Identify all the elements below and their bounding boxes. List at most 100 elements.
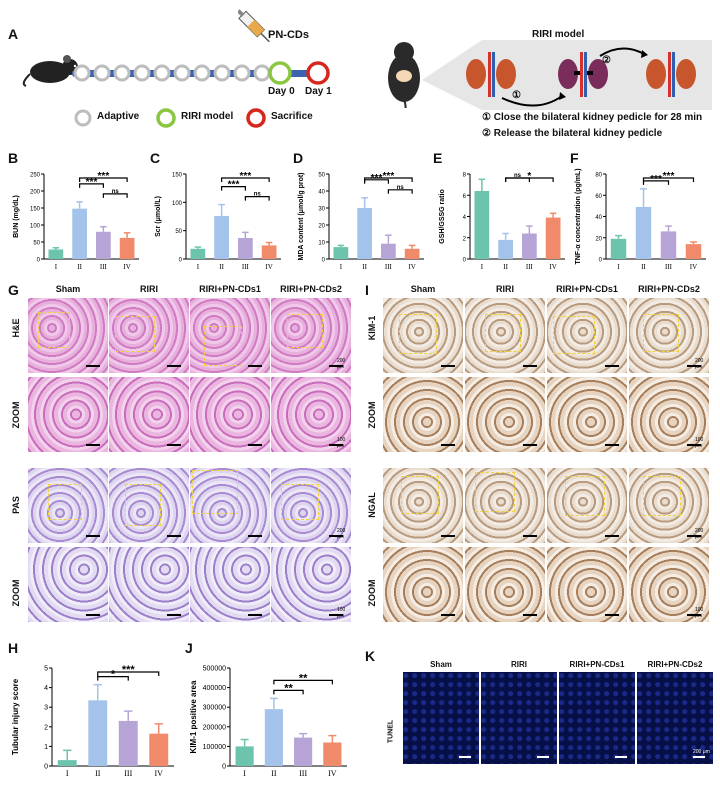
y-tick-label: 8 [463, 173, 467, 179]
row-label-tunel: TUNEL [387, 719, 395, 744]
y-tick-label: 2 [463, 236, 467, 242]
bar-III [294, 737, 313, 766]
y-tick-label: 0 [599, 258, 603, 264]
histology-kim1-ngal-grid: Sham RIRI RIRI+PN-CDs1 RIRI+PN-CDs2 200 … [383, 284, 713, 636]
significance-label: *** [383, 171, 395, 182]
kim1-image-sham [383, 298, 463, 373]
significance-bracket [79, 183, 104, 188]
model-title: RIRI model [532, 29, 585, 40]
kidney-diagram [466, 47, 696, 107]
riri-model-schematic: RIRI model ① ② ① Close the bilateral kid… [382, 29, 712, 145]
col-header-pncds2: RIRI+PN-CDs2 [647, 660, 703, 669]
row-label-zoom: ZOOM [367, 401, 377, 429]
x-tick-label: III [100, 263, 108, 271]
y-tick-label: 150 [30, 207, 41, 213]
bar-III [660, 231, 677, 259]
bar-II [498, 239, 513, 259]
scale-label: 200 μm [337, 358, 346, 370]
x-tick-label: III [299, 769, 307, 778]
x-tick-label: II [95, 769, 101, 778]
significance-label: *** [371, 173, 383, 184]
y-tick-label: 2 [44, 724, 48, 731]
y-tick-label: 40 [318, 190, 325, 196]
row-label-kim1: KIM-1 [367, 315, 377, 341]
y-axis-label: KIM-1 positive area [189, 680, 198, 753]
x-tick-label: I [197, 263, 200, 271]
y-tick-label: 200000 [203, 724, 226, 731]
y-tick-label: 20 [318, 224, 325, 230]
he-image-riri [109, 298, 189, 373]
experimental-timeline: PN-CDs Day 0 Day 1 [20, 9, 350, 130]
significance-bracket [97, 676, 129, 681]
y-tick-label: 4 [44, 685, 48, 692]
x-tick-label: I [243, 769, 246, 778]
scale-label: 100 μm [337, 437, 346, 449]
bar-II [357, 208, 372, 259]
kim1-image-pncds2: 200 μm [629, 298, 709, 373]
y-tick-label: 0 [44, 764, 48, 771]
x-tick-label: III [385, 263, 393, 271]
kim1-image-riri [465, 298, 545, 373]
kim1-zoom-pncds1 [547, 377, 627, 452]
scale-label: 100 μm [695, 437, 704, 449]
scale-label: 100 μm [337, 607, 346, 619]
chart-kim1-area: KIM-1 positive area 0 100000 200000 300000 40… [188, 660, 353, 780]
x-tick-label: II [503, 263, 508, 271]
kim1-zoom-sham [383, 377, 463, 452]
bar-II [214, 215, 229, 259]
bar-III [522, 233, 537, 259]
tunel-image-pncds2: 200 μm [637, 672, 713, 764]
ngal-image-riri [465, 468, 545, 543]
kidney-clamped-icon [558, 52, 608, 97]
tunel-image-riri [481, 672, 557, 764]
bar-I [610, 238, 627, 259]
significance-label: ns [254, 192, 262, 198]
y-tick-label: 50 [175, 229, 182, 235]
kidney-reperfused-icon [646, 52, 696, 97]
x-tick-label: II [641, 263, 646, 271]
significance-bracket [642, 180, 670, 185]
kim1-zoom-riri [465, 377, 545, 452]
col-header-sham: Sham [410, 284, 436, 294]
he-zoom-row: 100 μm [28, 377, 353, 452]
panel-label-e: E [433, 150, 443, 166]
y-tick-label: 0 [179, 258, 183, 264]
he-zoom-pncds2: 100 μm [271, 377, 351, 452]
ngal-image-pncds1 [547, 468, 627, 543]
significance-label: ns [112, 189, 120, 195]
col-header-sham: Sham [430, 660, 452, 669]
x-tick-label: III [526, 263, 534, 271]
row-label-pas: PAS [11, 496, 21, 514]
ngal-row: 200 μm [383, 468, 713, 543]
row-label-zoom: ZOOM [11, 579, 21, 607]
x-tick-label: IV [408, 263, 415, 271]
y-tick-label: 40 [595, 215, 602, 221]
col-header-riri: RIRI [511, 660, 527, 669]
y-tick-label: 100 [172, 201, 183, 207]
y-tick-label: 6 [463, 194, 467, 200]
scale-label: 200 μm [337, 528, 346, 540]
x-tick-label: III [665, 263, 673, 271]
x-tick-label: II [362, 263, 367, 271]
significance-bracket [364, 179, 389, 184]
y-tick-label: 0 [463, 258, 467, 264]
y-axis-label: BUN (mg/dL) [13, 195, 20, 238]
bar-I [474, 191, 490, 259]
panel-label-f: F [570, 150, 579, 166]
legend-adaptive: Adaptive [97, 111, 140, 122]
bar-III [238, 238, 253, 259]
x-tick-label: III [124, 769, 132, 778]
bar-I [48, 249, 64, 259]
bar-III [96, 231, 111, 259]
significance-bracket [221, 177, 270, 182]
x-tick-label: II [271, 769, 277, 778]
kim1-row: 200 μm [383, 298, 713, 373]
kim1-image-pncds1 [547, 298, 627, 373]
ngal-zoom-row: 100 μm [383, 547, 713, 622]
x-tick-label: IV [690, 263, 697, 271]
chart-bun: BUN (mg/dL) 0 50 100 150 200 250 I II III IV *** ***… [10, 168, 145, 273]
bar-I [333, 247, 349, 259]
y-tick-label: 50 [33, 241, 40, 247]
y-tick-label: 500000 [203, 666, 226, 673]
kim1-zoom-pncds2: 100 μm [629, 377, 709, 452]
